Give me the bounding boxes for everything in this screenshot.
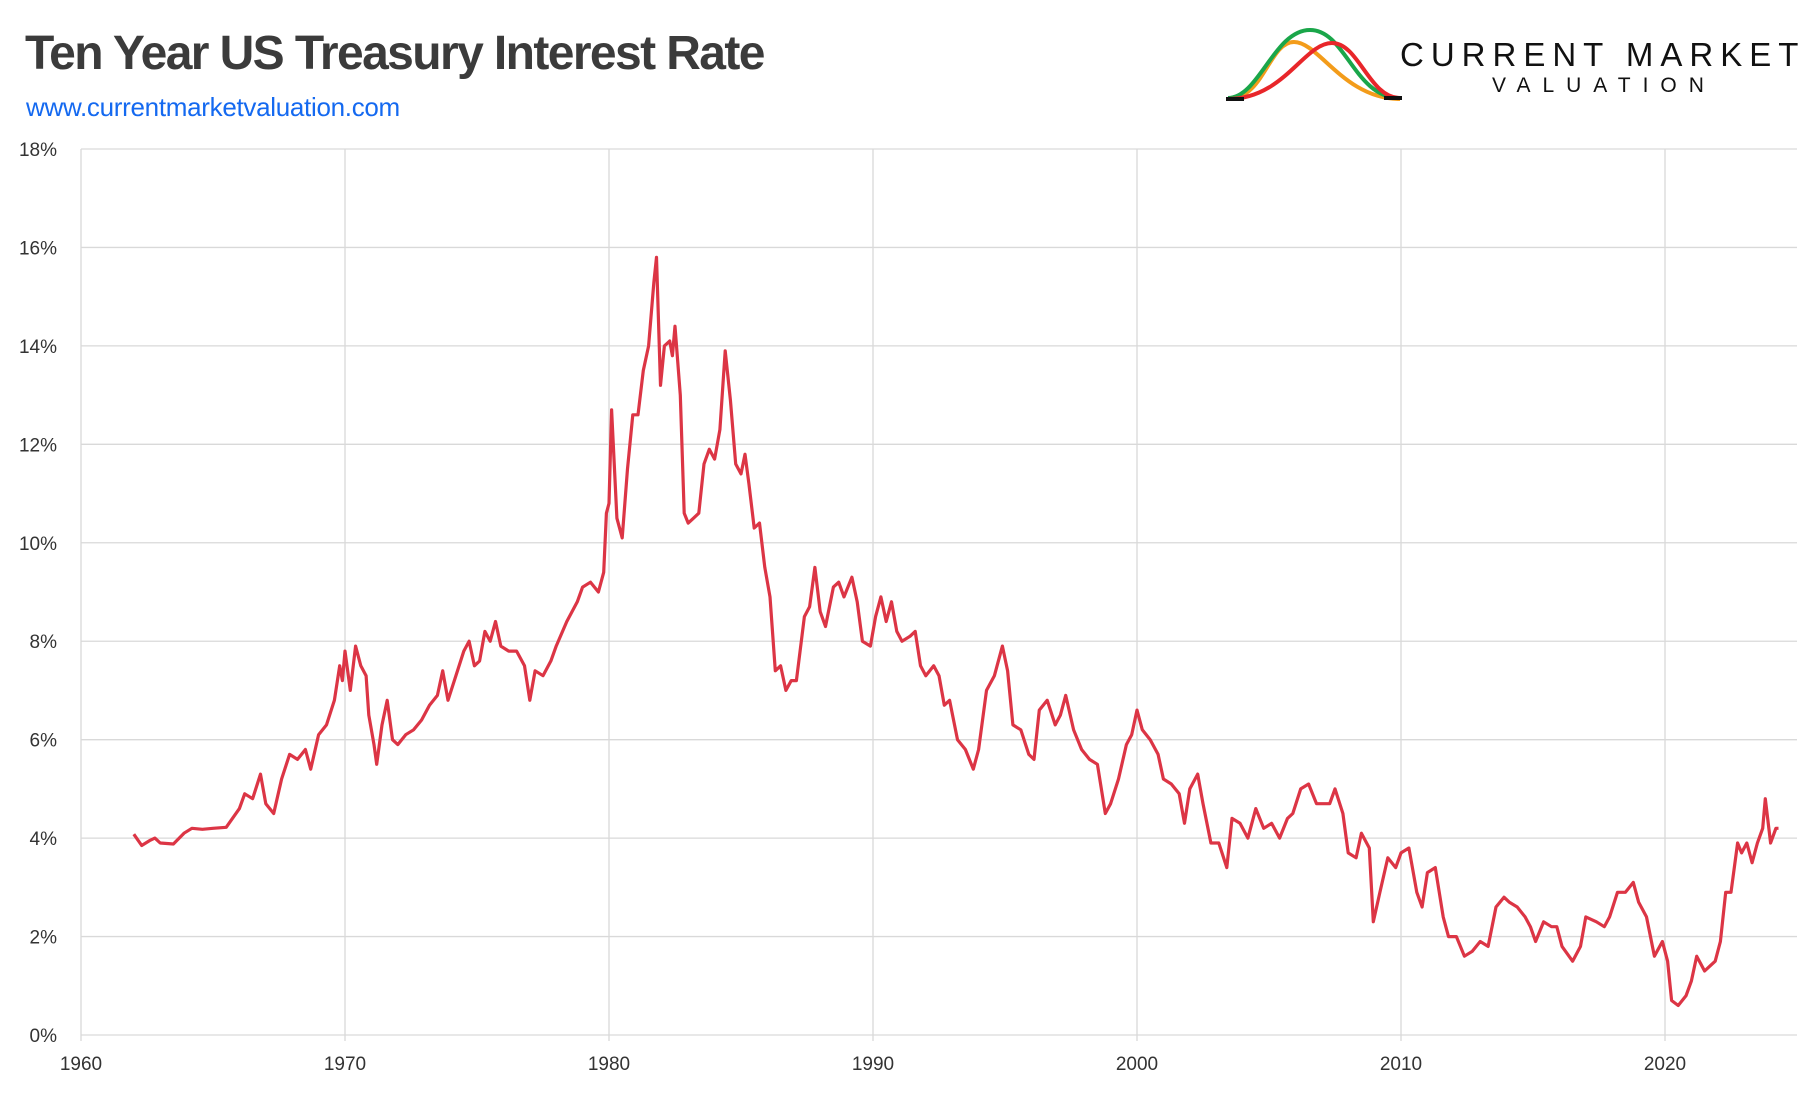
x-tick-label: 1980 [588,1054,630,1075]
y-tick-label: 14% [19,337,57,358]
logo-text-line1: CURRENT MARKET [1400,36,1806,73]
y-tick-label: 18% [19,140,57,161]
bell-curves-logo-icon [1226,27,1402,101]
x-tick-label: 2020 [1644,1054,1686,1075]
x-tick-label: 1970 [324,1054,366,1075]
page-title: Ten Year US Treasury Interest Rate [25,27,765,80]
x-axis-ticks: 1960 1970 1980 1990 2000 2010 2020 [60,1054,1686,1075]
x-tick-label: 2010 [1380,1054,1422,1075]
y-tick-label: 0% [30,1026,58,1047]
y-axis-ticks: 0% 2% 4% 6% 8% 10% 12% 14% 16% 18% [19,140,57,1047]
x-tick-label: 2000 [1116,1054,1158,1075]
x-tick-label: 1990 [852,1054,894,1075]
y-tick-label: 8% [30,632,58,653]
series-group [132,255,1779,1008]
y-tick-label: 6% [30,731,58,752]
y-tick-label: 10% [19,534,57,555]
logo: CURRENT MARKET VALUATION [1224,22,1804,112]
x-tick-label: 1960 [60,1054,102,1075]
y-tick-label: 16% [19,238,57,259]
logo-text-line2: VALUATION [1492,74,1716,97]
gridlines [80,148,1797,1041]
y-tick-label: 2% [30,928,58,949]
website-link[interactable]: www.currentmarketvaluation.com [26,92,400,122]
series-line [132,255,1779,1008]
y-tick-label: 4% [30,829,58,850]
y-tick-label: 12% [19,435,57,456]
